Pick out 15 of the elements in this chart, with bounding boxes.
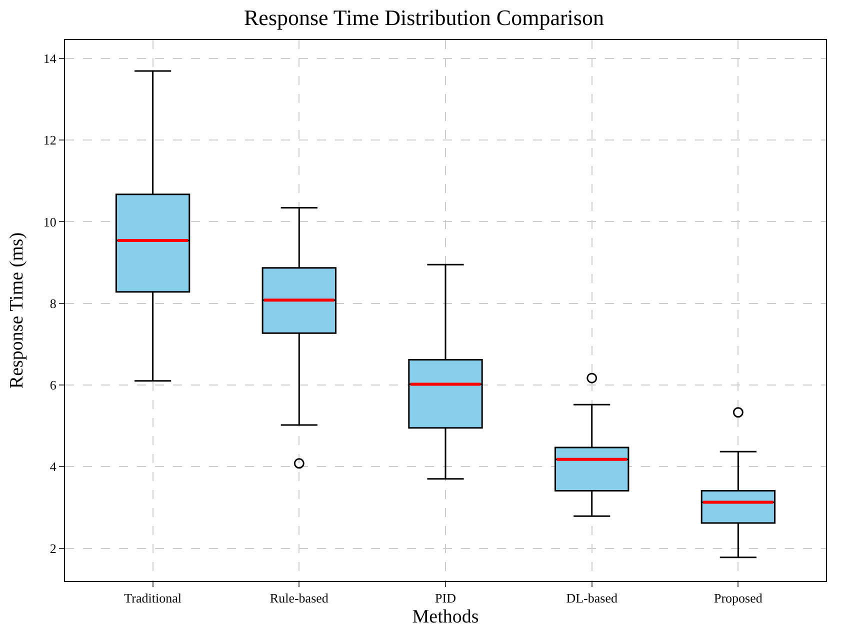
x-tick-label: Proposed <box>714 590 763 606</box>
y-tick-label: 6 <box>50 378 57 393</box>
chart-title: Response Time Distribution Comparison <box>244 4 604 30</box>
y-tick-label: 14 <box>43 50 57 66</box>
y-tick-label: 10 <box>43 214 56 230</box>
y-tick-label: 12 <box>43 132 56 148</box>
y-tick-label: 8 <box>50 296 56 311</box>
y-tick-label: 2 <box>50 540 56 556</box>
y-tick-label: 4 <box>50 459 57 474</box>
y-axis-title: Response Time (ms) <box>6 232 28 389</box>
x-tick-label: DL-based <box>566 590 618 606</box>
x-tick-label: Rule-based <box>270 590 329 606</box>
x-axis-title: Methods <box>412 606 479 628</box>
x-tick-label: PID <box>435 590 456 606</box>
x-tick-label: Traditional <box>124 590 182 606</box>
